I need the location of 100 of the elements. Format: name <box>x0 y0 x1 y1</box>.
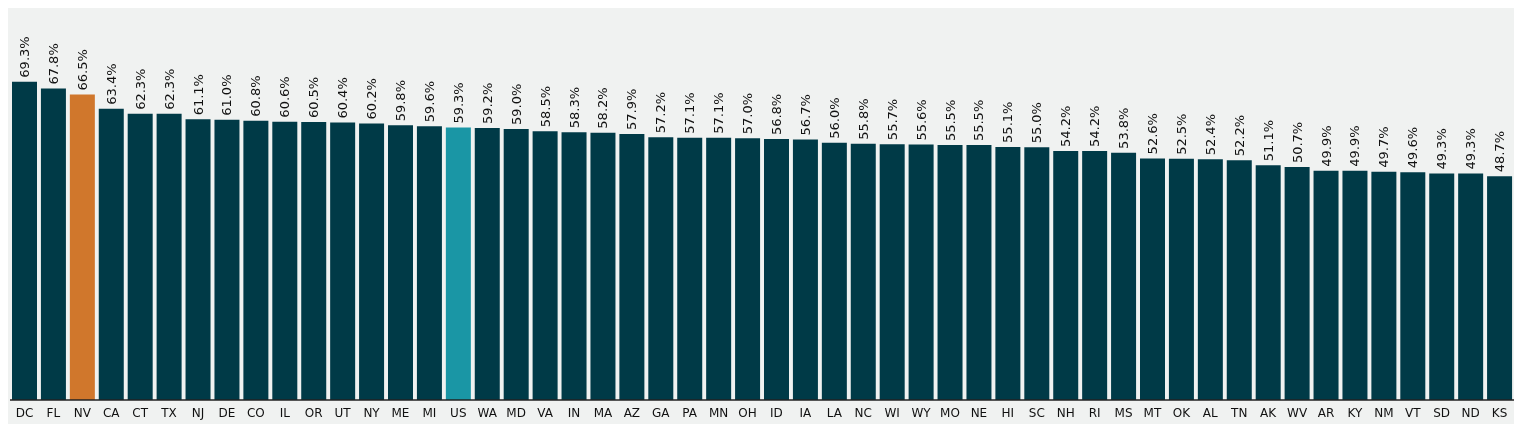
data-label: 58.2% <box>595 87 611 129</box>
x-tick-label: WY <box>911 405 932 420</box>
x-tick-label: SD <box>1433 405 1451 420</box>
data-label: 59.8% <box>393 79 408 122</box>
x-tick-label: VA <box>537 405 554 420</box>
x-tick-label: DE <box>218 405 236 420</box>
data-label: 49.6% <box>1405 126 1421 169</box>
x-tick-label: MN <box>708 405 729 420</box>
data-label: 60.8% <box>248 75 264 117</box>
data-label: 60.2% <box>364 78 380 120</box>
data-label: 52.2% <box>1231 114 1247 157</box>
data-label: 69.3% <box>17 36 32 78</box>
x-tick-label: TX <box>160 405 177 420</box>
x-tick-label: DC <box>15 405 34 420</box>
x-tick-label: US <box>450 405 467 420</box>
data-label: 50.7% <box>1289 121 1305 164</box>
x-tick-label: HI <box>1001 405 1015 420</box>
data-label: 58.3% <box>566 86 582 129</box>
x-tick-label: TN <box>1230 405 1248 420</box>
data-label: 62.3% <box>132 68 148 110</box>
x-tick-label: IL <box>279 405 291 420</box>
x-tick-label: ID <box>770 405 783 420</box>
x-tick-label: OR <box>304 405 323 420</box>
x-tick-label: PA <box>682 405 698 420</box>
x-tick-label: OH <box>738 405 757 420</box>
data-label: 59.6% <box>421 80 437 123</box>
data-label: 49.3% <box>1434 128 1450 170</box>
x-tick-label: AK <box>1260 405 1278 420</box>
data-label: 54.2% <box>1058 105 1074 148</box>
x-tick-label: SC <box>1028 405 1045 420</box>
x-tick-label: CA <box>102 405 121 420</box>
data-label: 60.6% <box>277 76 293 118</box>
data-label: 55.6% <box>913 99 929 141</box>
x-tick-label: MS <box>1114 405 1133 420</box>
data-label: 49.9% <box>1347 125 1363 167</box>
data-label: 63.4% <box>103 63 119 105</box>
x-tick-label: GA <box>652 405 671 420</box>
x-tick-label: UT <box>334 405 352 420</box>
data-label: 55.7% <box>884 98 900 141</box>
x-tick-label: CO <box>246 405 265 420</box>
data-label: 60.4% <box>335 77 351 119</box>
data-label: 57.1% <box>711 92 727 134</box>
data-label: 52.6% <box>1145 113 1160 155</box>
x-tick-label: NH <box>1056 405 1075 420</box>
x-tick-label: MO <box>940 405 960 420</box>
x-tick-label: IA <box>799 405 813 420</box>
data-label: 59.3% <box>450 82 466 124</box>
x-tick-label: CT <box>132 405 149 420</box>
data-label: 59.2% <box>479 82 495 125</box>
x-tick-label: NC <box>854 405 872 420</box>
data-label: 56.7% <box>797 94 813 136</box>
x-tick-label: NY <box>363 405 381 420</box>
data-label: 53.8% <box>1116 107 1132 149</box>
x-tick-label: FL <box>46 405 61 420</box>
data-label: 62.3% <box>161 68 177 110</box>
data-label: 60.5% <box>306 76 322 119</box>
data-label: 61.0% <box>219 74 235 116</box>
data-label: 59.0% <box>508 83 524 125</box>
x-tick-label: NE <box>970 405 988 420</box>
x-tick-label: NV <box>73 405 92 420</box>
x-tick-label: MD <box>506 405 526 420</box>
data-label: 67.8% <box>45 43 61 85</box>
x-tick-label: NM <box>1374 405 1394 420</box>
data-label: 49.7% <box>1376 126 1392 168</box>
x-tick-label: AZ <box>623 405 641 420</box>
data-label: 49.9% <box>1318 125 1334 167</box>
data-label: 57.1% <box>682 92 698 134</box>
x-tick-label: KY <box>1347 405 1363 420</box>
x-tick-label: IN <box>567 405 581 420</box>
x-tick-label: WI <box>884 405 900 420</box>
x-tick-label: ND <box>1461 405 1480 420</box>
data-label: 57.2% <box>653 91 669 134</box>
x-tick-label: RI <box>1088 405 1101 420</box>
data-label: 51.1% <box>1260 119 1276 162</box>
x-tick-label: WV <box>1287 405 1308 420</box>
data-label: 57.0% <box>740 92 756 135</box>
data-label: 56.8% <box>769 93 784 136</box>
x-tick-label: MA <box>593 405 613 420</box>
x-tick-label: NJ <box>191 405 205 420</box>
data-label: 56.0% <box>826 97 842 139</box>
data-label: 55.1% <box>1000 101 1016 143</box>
data-label: 52.4% <box>1202 113 1218 156</box>
data-label: 66.5% <box>74 49 90 91</box>
data-label: 55.8% <box>855 98 871 140</box>
data-label: 58.5% <box>537 85 553 128</box>
x-tick-label: MI <box>422 405 437 420</box>
x-tick-label: OK <box>1172 405 1192 420</box>
x-tick-label: WA <box>477 405 498 420</box>
x-tick-label: KS <box>1491 405 1508 420</box>
data-label: 54.2% <box>1087 105 1103 148</box>
data-label: 49.3% <box>1463 128 1479 170</box>
data-label: 61.1% <box>190 74 206 116</box>
x-tick-label: ME <box>391 405 410 420</box>
data-label: 57.9% <box>624 88 640 131</box>
x-tick-label: LA <box>826 405 843 420</box>
x-tick-label: VT <box>1405 405 1422 420</box>
data-label: 48.7% <box>1492 130 1508 173</box>
data-label: 55.0% <box>1029 102 1045 144</box>
data-label: 55.5% <box>971 99 987 142</box>
x-tick-label: AR <box>1317 405 1335 420</box>
